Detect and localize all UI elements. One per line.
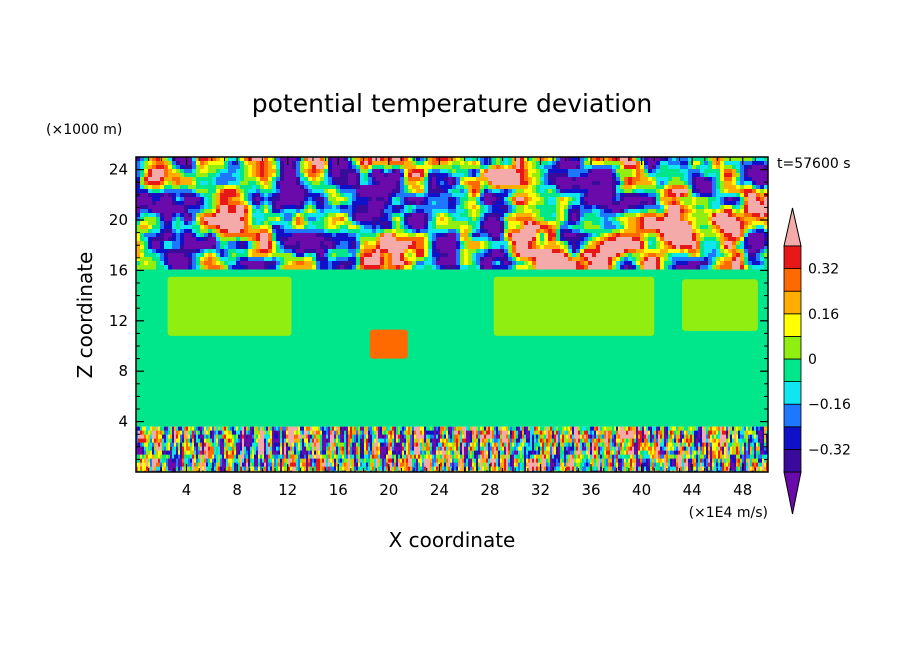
colorbar-band	[783, 290, 802, 315]
x-axis: 4 8 12 16 20 24 28 32 36 40 44 48	[148, 157, 756, 499]
colorbar-tick-label: −0.16	[808, 397, 851, 413]
x-tick-label: 48	[733, 481, 752, 499]
time-label: t=57600 s	[777, 156, 851, 172]
colorbar-tick-label: −0.32	[808, 442, 851, 458]
patches	[167, 276, 758, 359]
patch-3	[369, 329, 408, 359]
colorbar-band	[783, 426, 802, 450]
patch-0	[167, 276, 292, 336]
y-tick-label: 24	[109, 161, 128, 179]
colorbar-band	[783, 448, 802, 473]
y-axis-label: Z coordinate	[73, 252, 97, 379]
colorbar-band	[783, 358, 802, 383]
colorbar-tick-label: 0	[808, 352, 817, 368]
y-tick-label: 4	[118, 413, 128, 431]
x-axis-label: X coordinate	[389, 528, 516, 552]
colorbar-band	[783, 335, 802, 360]
colorbar-band	[783, 403, 802, 428]
y-tick-label: 16	[109, 261, 128, 279]
y-tick-label: 12	[109, 312, 128, 330]
colorbar-tick-label: 0.16	[808, 307, 839, 323]
y-tick-label: 20	[109, 211, 128, 229]
y-axis: 4 8 12 16 20 24	[109, 161, 768, 460]
colorbar-band	[783, 268, 802, 292]
colorbar-bottom-arrow	[783, 471, 802, 515]
layer-upper	[136, 157, 768, 270]
x-tick-label: 20	[379, 481, 398, 499]
x-tick-label: 36	[581, 481, 600, 499]
x-tick-label: 24	[430, 481, 449, 499]
x-tick-label: 40	[632, 481, 651, 499]
colorbar: 0.32 0.16 0 −0.16 −0.32	[783, 207, 851, 515]
y-unit-label: (×1000 m)	[46, 122, 122, 138]
plot-area	[136, 157, 768, 472]
x-tick-label: 44	[683, 481, 702, 499]
y-tick-label: 8	[118, 362, 128, 380]
colorbar-tick-label: 0.32	[808, 262, 839, 278]
x-tick-label: 4	[182, 481, 192, 499]
x-tick-label: 28	[480, 481, 499, 499]
x-tick-label: 8	[232, 481, 242, 499]
x-tick-label: 16	[329, 481, 348, 499]
patch-2	[682, 279, 758, 331]
patch-1	[493, 276, 655, 336]
colorbar-top-arrow	[783, 207, 802, 247]
layer-bottom	[136, 426, 768, 472]
colorbar-band	[783, 245, 802, 270]
colorbar-band	[783, 381, 802, 405]
colorbar-band	[783, 313, 802, 337]
x-tick-label: 32	[531, 481, 550, 499]
x-tick-label: 12	[278, 481, 297, 499]
chart-title: potential temperature deviation	[252, 89, 652, 118]
x-unit-label: (×1E4 m/s)	[689, 505, 768, 521]
